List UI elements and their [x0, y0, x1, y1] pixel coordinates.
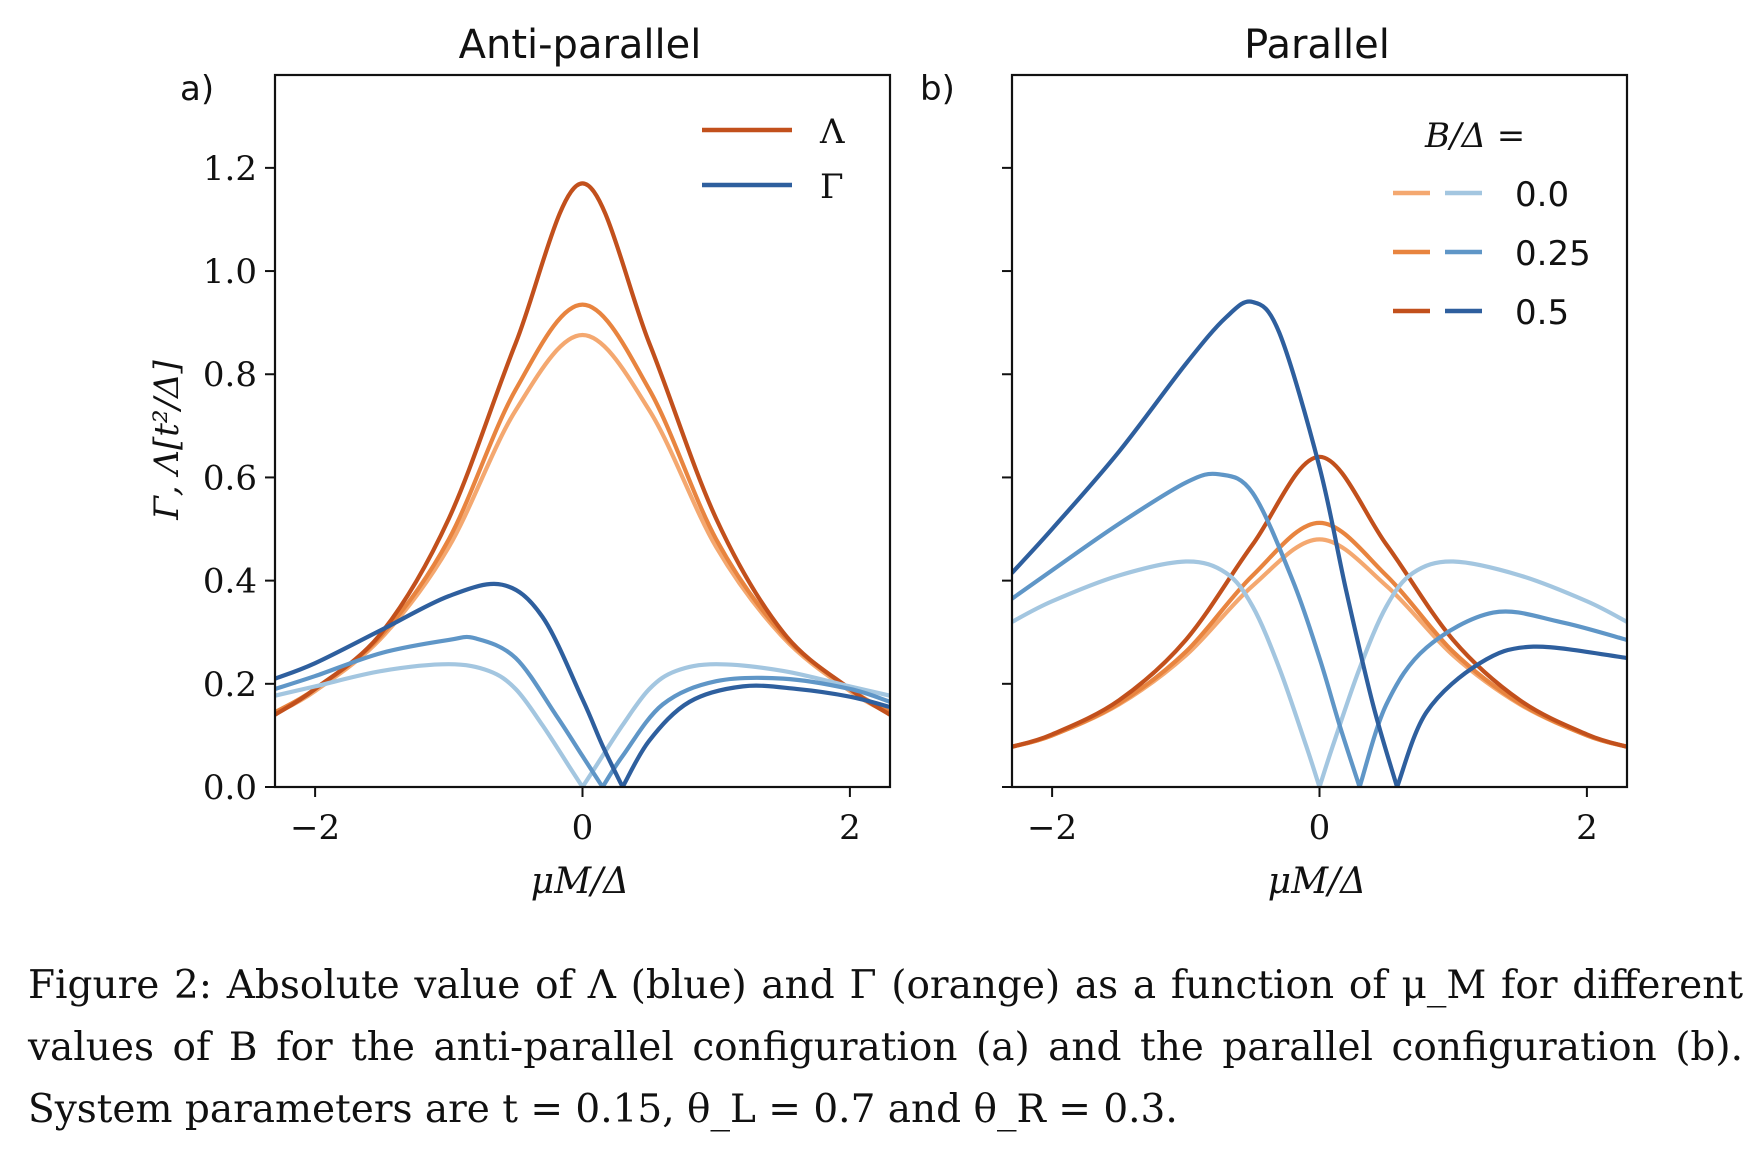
- panel-a: Anti-parallel a) Γ, Λ[t²/Δ] μM/Δ −2 0 2 0.0…: [147, 22, 892, 902]
- panel-a-series-line-4: [275, 634, 890, 787]
- panel-a-ytick-label-4: 0.8: [203, 355, 257, 395]
- figure-canvas: Anti-parallel a) Γ, Λ[t²/Δ] μM/Δ −2 0 2 0.0…: [147, 22, 1629, 902]
- panel-b-ticks: −2 0 2: [1002, 166, 1598, 848]
- figure-caption: Figure 2: Absolute value of Λ (blue) and…: [28, 963, 1743, 1132]
- panel-b-series-line-5: [1012, 299, 1627, 787]
- panel-a-legend: Λ Γ: [702, 112, 845, 207]
- legend-a-label-0: Λ: [819, 112, 845, 152]
- panel-a-ytick-label-1: 0.2: [203, 665, 257, 705]
- panel-a-series-line-2: [275, 181, 890, 717]
- panel-b-series-line-1: [1012, 520, 1627, 749]
- panel-b-series: [1012, 299, 1627, 787]
- panel-a-y-axis-label: Γ, Λ[t²/Δ]: [147, 359, 187, 520]
- panel-a-series-line-5: [275, 581, 890, 787]
- panel-a-xtick-label-2: 2: [839, 808, 861, 848]
- panel-a-axes-frame: [273, 73, 892, 789]
- panel-a-series: [275, 181, 890, 787]
- legend-b-label-2: 0.5: [1515, 293, 1569, 333]
- legend-a-label-1: Γ: [820, 167, 844, 207]
- panel-a-label: a): [180, 69, 214, 109]
- legend-b-label-0: 0.0: [1515, 175, 1569, 215]
- panel-b-axes-frame: [1010, 73, 1629, 789]
- panel-a-ytick-label-0: 0.0: [203, 768, 257, 808]
- panel-b: Parallel b) μM/Δ −2 0 2 B/Δ = 0.0 0.25 0.5: [920, 22, 1629, 902]
- legend-b-title: B/Δ =: [1424, 116, 1525, 156]
- panel-b-title: Parallel: [1244, 22, 1390, 68]
- panel-a-xtick-label-0: −2: [290, 808, 340, 848]
- panel-b-xtick-label-2: 2: [1576, 808, 1598, 848]
- panel-b-xtick-label-0: −2: [1027, 808, 1077, 848]
- panel-a-ytick-label-6: 1.2: [203, 149, 257, 189]
- legend-b-label-1: 0.25: [1515, 234, 1591, 274]
- panel-b-x-axis-label: μM/Δ: [1268, 861, 1366, 902]
- panel-a-ytick-label-3: 0.6: [203, 458, 257, 498]
- panel-a-ytick-label-2: 0.4: [203, 562, 257, 602]
- panel-b-series-line-4: [1012, 471, 1627, 787]
- panel-b-label: b): [920, 69, 955, 109]
- panel-a-x-axis-label: μM/Δ: [531, 861, 629, 902]
- panel-a-ticks: −2 0 2 0.0 0.2 0.4 0.6 0.8 1.0 1.2: [203, 149, 861, 848]
- panel-a-ytick-label-5: 1.0: [203, 252, 257, 292]
- panel-b-series-line-0: [1012, 537, 1627, 749]
- panel-a-xtick-label-1: 0: [572, 808, 594, 848]
- panel-b-legend: B/Δ = 0.0 0.25 0.5: [1393, 116, 1591, 333]
- panel-b-series-line-2: [1012, 454, 1627, 749]
- panel-b-series-line-3: [1012, 559, 1627, 787]
- panel-a-series-line-3: [275, 662, 890, 787]
- panel-b-xtick-label-1: 0: [1309, 808, 1331, 848]
- panel-a-title: Anti-parallel: [459, 22, 702, 68]
